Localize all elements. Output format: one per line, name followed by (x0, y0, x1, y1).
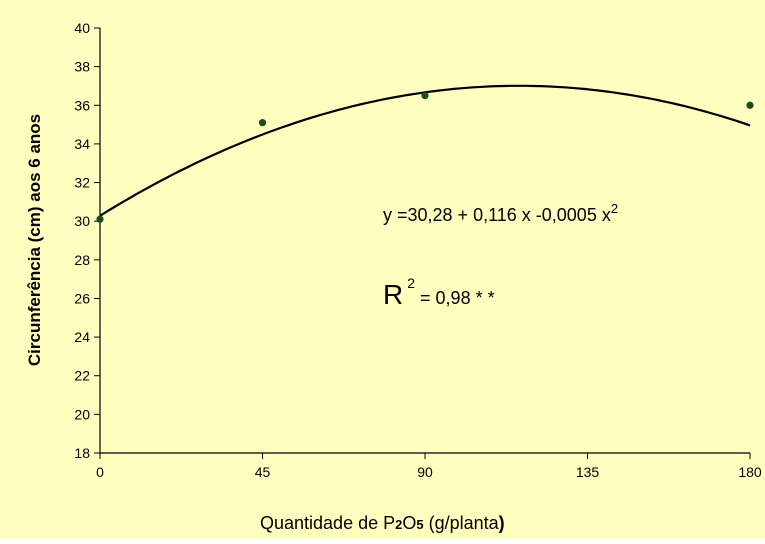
x-label-unit: (g/planta (424, 513, 500, 533)
r2-value: = 0,98 * * (415, 288, 495, 308)
x-tick-label: 0 (96, 464, 104, 480)
x-label-prefix: Quantidade de P (260, 513, 395, 533)
r2-superscript: 2 (407, 275, 415, 291)
data-point (746, 101, 754, 109)
y-tick-label: 38 (74, 59, 90, 75)
y-tick-label: 28 (74, 252, 90, 268)
x-tick-label: 180 (738, 464, 762, 480)
x-label-close: ) (499, 513, 505, 533)
r2-letter: R (383, 279, 403, 310)
x-label-sub1: 2 (395, 517, 402, 532)
y-tick-label: 24 (74, 329, 90, 345)
x-tick-label: 45 (255, 464, 271, 480)
data-points (96, 92, 754, 223)
equation-superscript: 2 (611, 201, 618, 216)
x-tick-label: 135 (576, 464, 600, 480)
y-axis-label: Circunferência (cm) aos 6 anos (25, 114, 44, 366)
x-tick-label: 90 (417, 464, 433, 480)
y-tick-label: 20 (74, 406, 90, 422)
y-tick-label: 26 (74, 290, 90, 306)
x-axis-label: Quantidade de P2O5 (g/planta) (260, 513, 505, 533)
data-point (96, 215, 104, 223)
regression-equation: y =30,28 + 0,116 x -0,0005 x2 (383, 201, 618, 225)
y-tick-label: 36 (74, 97, 90, 113)
y-tick-label: 32 (74, 175, 90, 191)
y-tick-label: 34 (74, 136, 90, 152)
y-tick-label: 22 (74, 368, 90, 384)
y-tick-label: 30 (74, 213, 90, 229)
x-label-sub2: 5 (416, 517, 423, 532)
x-label-mid: O (402, 513, 416, 533)
data-point (421, 92, 429, 100)
data-point (258, 119, 267, 127)
y-tick-label: 18 (74, 445, 90, 461)
y-tick-label: 40 (74, 20, 90, 36)
ticks (94, 27, 751, 459)
equation-main: y =30,28 + 0,116 x -0,0005 x (383, 205, 611, 225)
